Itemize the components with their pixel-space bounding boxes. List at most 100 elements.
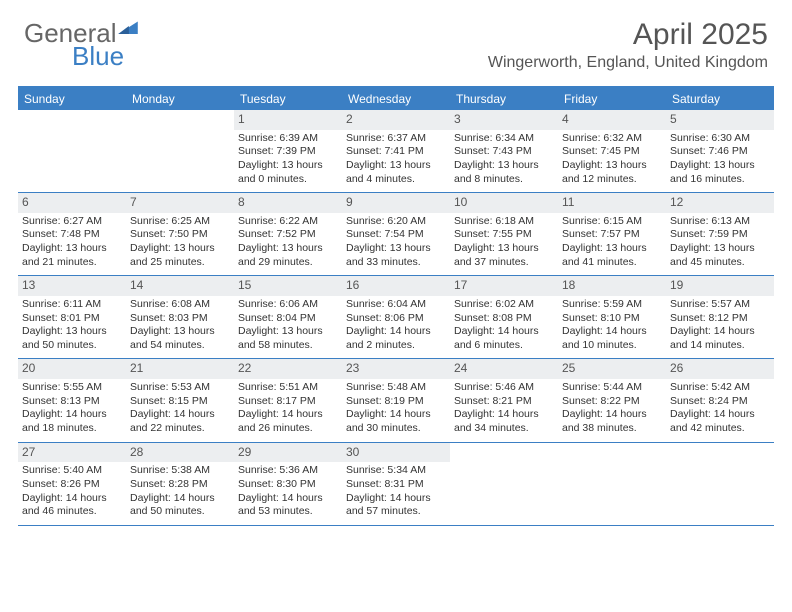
day-sunset: Sunset: 8:28 PM [130,478,230,492]
day-day1: Daylight: 13 hours [670,242,770,256]
day-sunset: Sunset: 8:22 PM [562,395,662,409]
day-day1: Daylight: 13 hours [238,159,338,173]
day-cell: 1Sunrise: 6:39 AMSunset: 7:39 PMDaylight… [234,110,342,192]
day-cell: 18Sunrise: 5:59 AMSunset: 8:10 PMDayligh… [558,276,666,358]
day-day2: and 22 minutes. [130,422,230,436]
day-body [18,130,126,192]
day-sunrise: Sunrise: 6:34 AM [454,132,554,146]
day-cell: 5Sunrise: 6:30 AMSunset: 7:46 PMDaylight… [666,110,774,192]
day-day2: and 0 minutes. [238,173,338,187]
day-body: Sunrise: 6:32 AMSunset: 7:45 PMDaylight:… [558,130,666,193]
day-cell: 16Sunrise: 6:04 AMSunset: 8:06 PMDayligh… [342,276,450,358]
day-day1: Daylight: 13 hours [454,242,554,256]
weekday-header: Monday [126,88,234,110]
day-sunset: Sunset: 8:21 PM [454,395,554,409]
day-body: Sunrise: 6:18 AMSunset: 7:55 PMDaylight:… [450,213,558,276]
day-day1: Daylight: 13 hours [238,242,338,256]
day-sunset: Sunset: 8:01 PM [22,312,122,326]
weekday-header: Wednesday [342,88,450,110]
day-cell: 17Sunrise: 6:02 AMSunset: 8:08 PMDayligh… [450,276,558,358]
weekday-header: Thursday [450,88,558,110]
day-number [558,443,666,463]
day-day1: Daylight: 14 hours [454,408,554,422]
day-day1: Daylight: 14 hours [22,408,122,422]
day-body: Sunrise: 6:25 AMSunset: 7:50 PMDaylight:… [126,213,234,276]
day-cell [558,443,666,525]
day-body: Sunrise: 5:42 AMSunset: 8:24 PMDaylight:… [666,379,774,442]
day-sunrise: Sunrise: 5:44 AM [562,381,662,395]
day-sunrise: Sunrise: 6:11 AM [22,298,122,312]
day-day2: and 34 minutes. [454,422,554,436]
day-sunrise: Sunrise: 5:42 AM [670,381,770,395]
day-day2: and 50 minutes. [22,339,122,353]
day-sunrise: Sunrise: 6:32 AM [562,132,662,146]
day-body: Sunrise: 6:08 AMSunset: 8:03 PMDaylight:… [126,296,234,359]
day-cell: 9Sunrise: 6:20 AMSunset: 7:54 PMDaylight… [342,193,450,275]
day-cell: 22Sunrise: 5:51 AMSunset: 8:17 PMDayligh… [234,359,342,441]
day-day2: and 42 minutes. [670,422,770,436]
day-sunrise: Sunrise: 6:06 AM [238,298,338,312]
day-number: 11 [558,193,666,213]
day-day2: and 6 minutes. [454,339,554,353]
day-sunrise: Sunrise: 5:34 AM [346,464,446,478]
day-day1: Daylight: 13 hours [562,242,662,256]
day-sunset: Sunset: 8:19 PM [346,395,446,409]
day-number: 20 [18,359,126,379]
calendar: Sunday Monday Tuesday Wednesday Thursday… [18,86,774,526]
day-cell: 20Sunrise: 5:55 AMSunset: 8:13 PMDayligh… [18,359,126,441]
day-day2: and 4 minutes. [346,173,446,187]
day-sunset: Sunset: 8:15 PM [130,395,230,409]
day-day2: and 21 minutes. [22,256,122,270]
day-number: 29 [234,443,342,463]
title-block: April 2025 Wingerworth, England, United … [488,18,768,72]
day-number: 16 [342,276,450,296]
day-body: Sunrise: 6:34 AMSunset: 7:43 PMDaylight:… [450,130,558,193]
logo: GeneralBlue [24,18,138,72]
day-number: 6 [18,193,126,213]
day-sunset: Sunset: 7:39 PM [238,145,338,159]
day-sunset: Sunset: 7:43 PM [454,145,554,159]
day-cell [666,443,774,525]
day-sunrise: Sunrise: 6:02 AM [454,298,554,312]
day-sunrise: Sunrise: 5:51 AM [238,381,338,395]
day-day2: and 12 minutes. [562,173,662,187]
day-cell: 23Sunrise: 5:48 AMSunset: 8:19 PMDayligh… [342,359,450,441]
day-sunset: Sunset: 8:12 PM [670,312,770,326]
header: GeneralBlue April 2025 Wingerworth, Engl… [0,0,792,80]
day-day2: and 8 minutes. [454,173,554,187]
day-cell [126,110,234,192]
day-cell: 4Sunrise: 6:32 AMSunset: 7:45 PMDaylight… [558,110,666,192]
day-day2: and 16 minutes. [670,173,770,187]
day-sunrise: Sunrise: 6:04 AM [346,298,446,312]
day-sunrise: Sunrise: 5:46 AM [454,381,554,395]
day-sunrise: Sunrise: 6:18 AM [454,215,554,229]
day-sunrise: Sunrise: 6:22 AM [238,215,338,229]
day-sunrise: Sunrise: 5:36 AM [238,464,338,478]
day-sunset: Sunset: 7:54 PM [346,228,446,242]
day-body: Sunrise: 5:55 AMSunset: 8:13 PMDaylight:… [18,379,126,442]
day-number [18,110,126,130]
day-body [126,130,234,192]
day-cell: 11Sunrise: 6:15 AMSunset: 7:57 PMDayligh… [558,193,666,275]
day-day1: Daylight: 14 hours [130,492,230,506]
day-day1: Daylight: 14 hours [562,408,662,422]
day-day1: Daylight: 14 hours [22,492,122,506]
day-cell: 25Sunrise: 5:44 AMSunset: 8:22 PMDayligh… [558,359,666,441]
week-row: 6Sunrise: 6:27 AMSunset: 7:48 PMDaylight… [18,193,774,276]
day-day1: Daylight: 13 hours [238,325,338,339]
day-cell: 13Sunrise: 6:11 AMSunset: 8:01 PMDayligh… [18,276,126,358]
day-body: Sunrise: 6:15 AMSunset: 7:57 PMDaylight:… [558,213,666,276]
weekday-header: Sunday [18,88,126,110]
day-day2: and 37 minutes. [454,256,554,270]
day-number [450,443,558,463]
day-day1: Daylight: 13 hours [22,325,122,339]
day-cell: 15Sunrise: 6:06 AMSunset: 8:04 PMDayligh… [234,276,342,358]
day-number: 12 [666,193,774,213]
day-cell: 7Sunrise: 6:25 AMSunset: 7:50 PMDaylight… [126,193,234,275]
day-sunset: Sunset: 7:50 PM [130,228,230,242]
day-number: 3 [450,110,558,130]
day-cell: 28Sunrise: 5:38 AMSunset: 8:28 PMDayligh… [126,443,234,525]
day-sunset: Sunset: 8:08 PM [454,312,554,326]
weekday-header-row: Sunday Monday Tuesday Wednesday Thursday… [18,88,774,110]
day-cell: 29Sunrise: 5:36 AMSunset: 8:30 PMDayligh… [234,443,342,525]
